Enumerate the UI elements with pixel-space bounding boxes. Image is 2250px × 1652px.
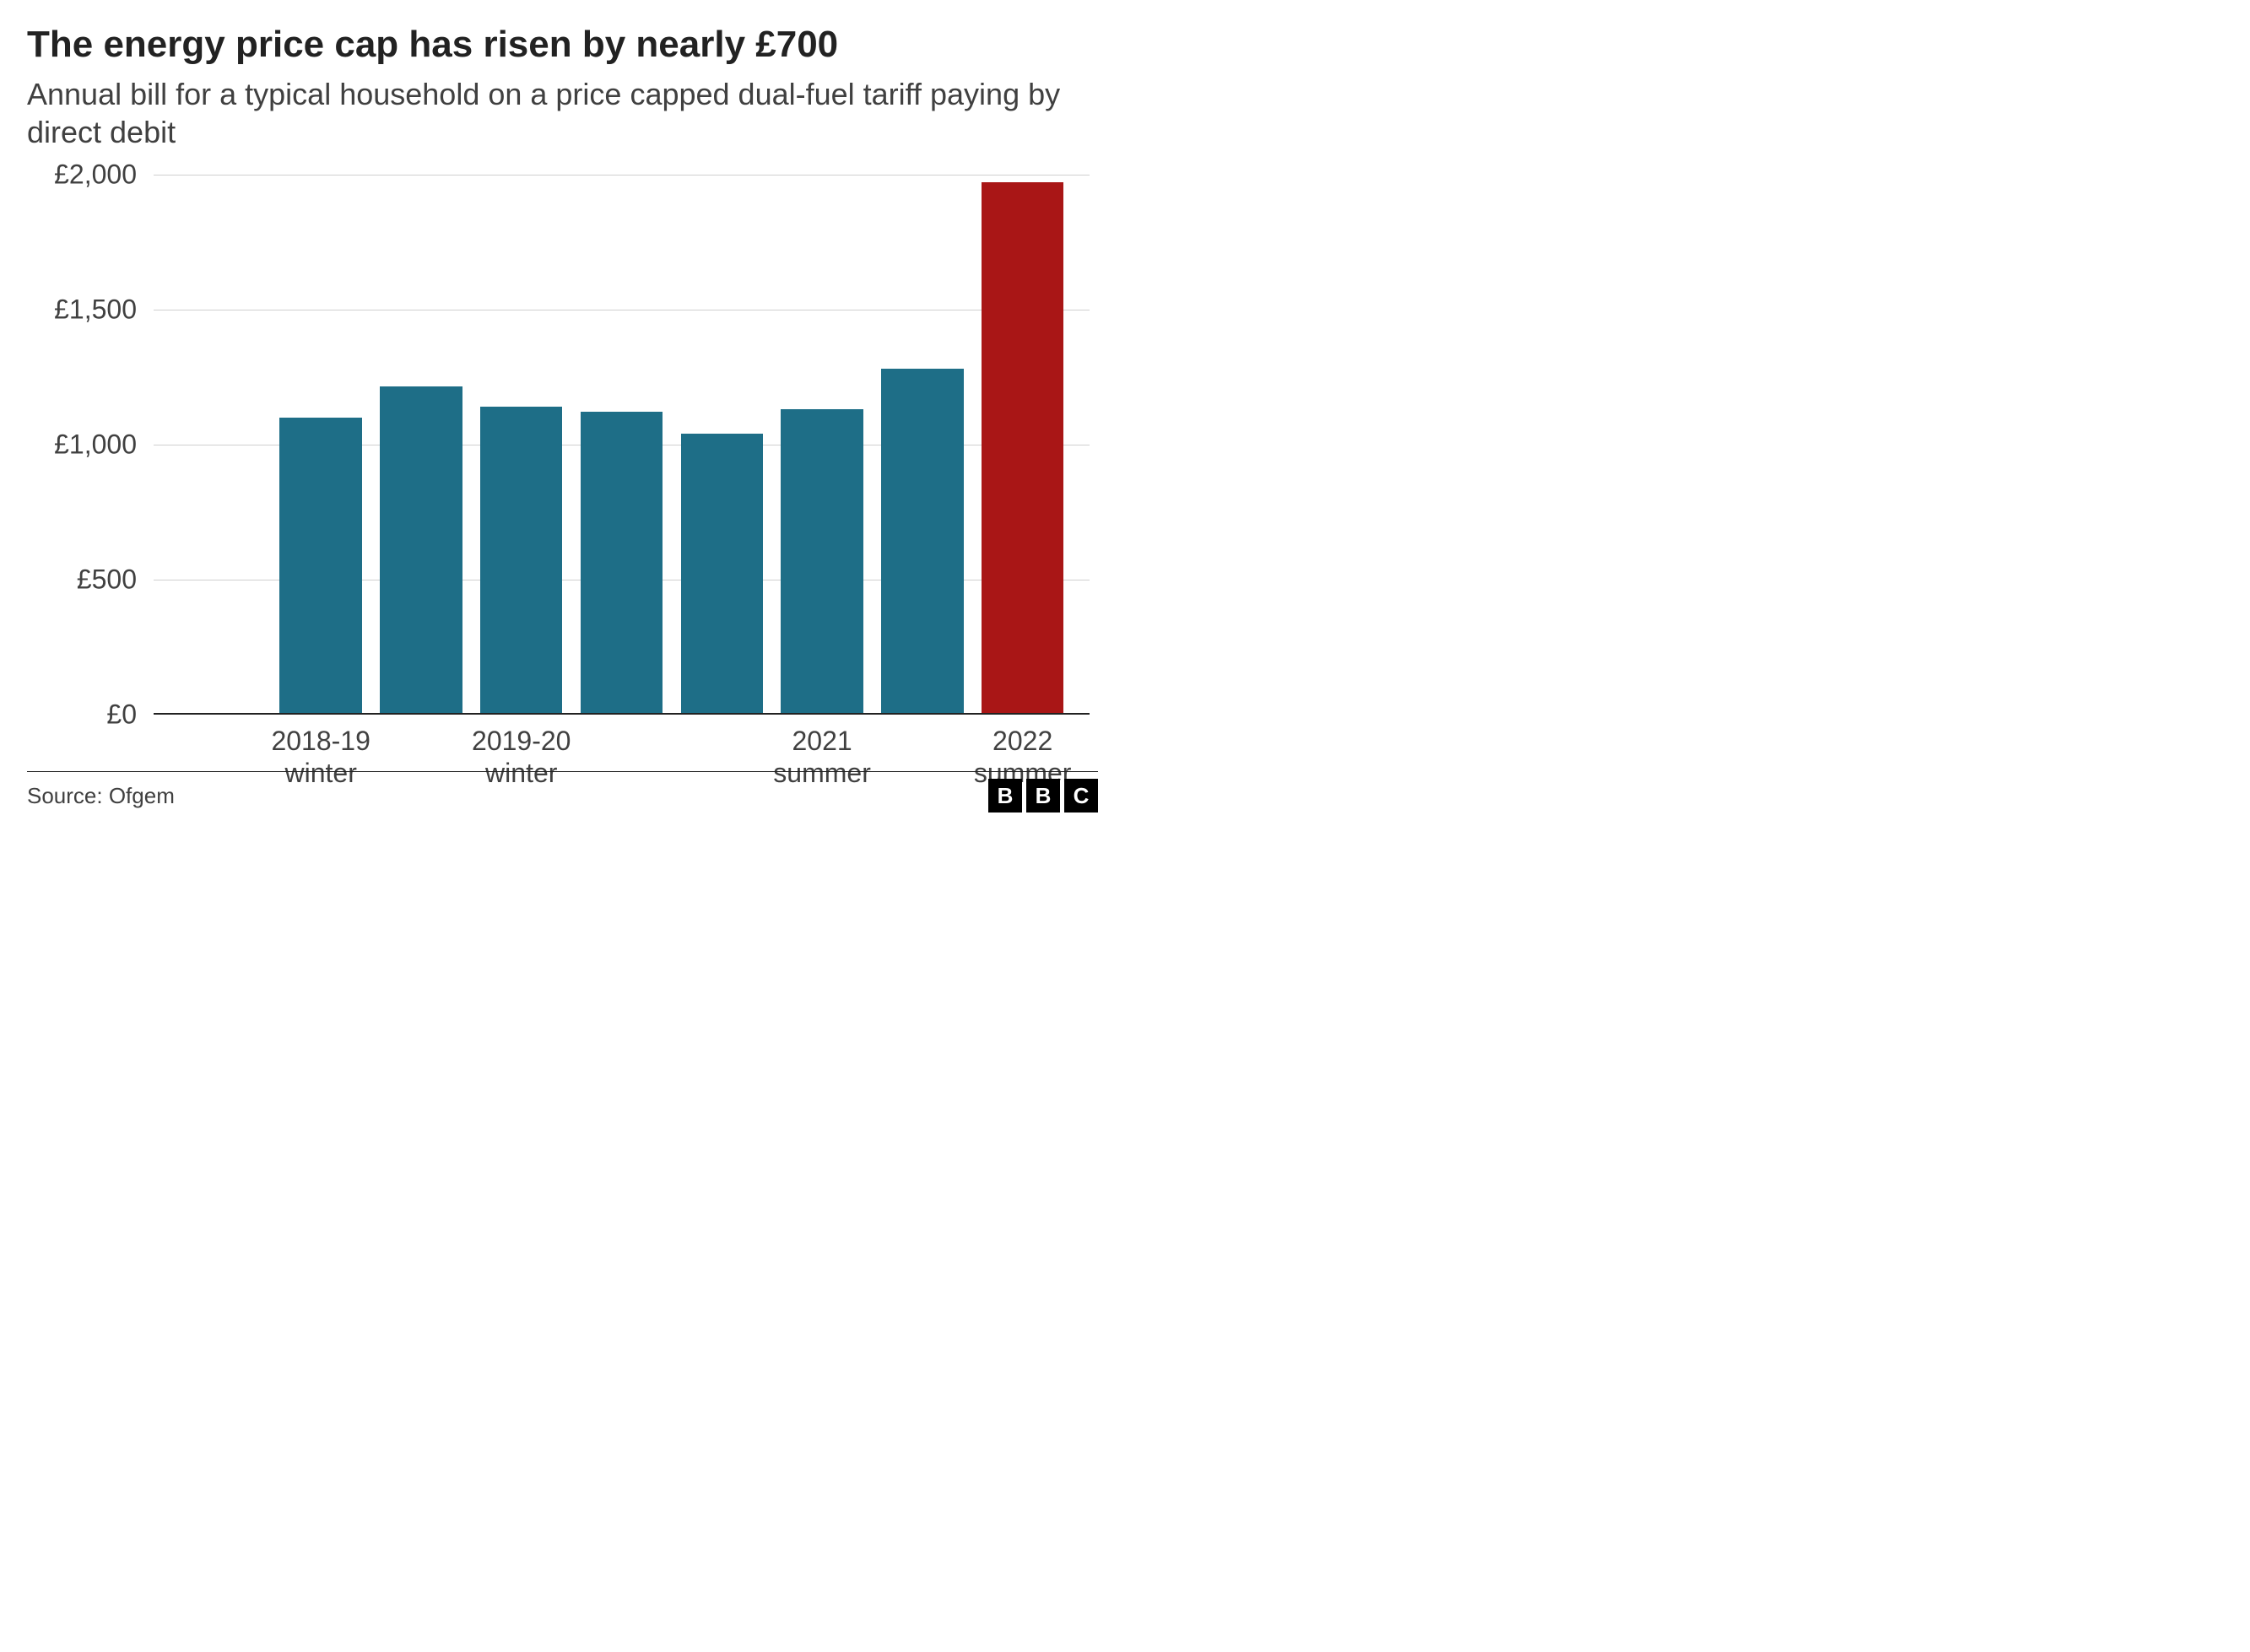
bar-slot [672,175,772,715]
bar [480,407,562,715]
bar [279,418,361,715]
chart-subtitle: Annual bill for a typical household on a… [27,75,1098,151]
bar-slot [571,175,672,715]
bar-slot [271,175,371,715]
chart-plot-area: £0£500£1,000£1,500£2,000 2018-19 winter2… [27,175,1098,715]
bar-slot [972,175,1073,715]
bar-slot [371,175,472,715]
chart-card: The energy price cap has risen by nearly… [0,0,1125,826]
bbc-logo-letter: C [1064,779,1098,813]
chart-title: The energy price cap has risen by nearly… [27,24,1098,67]
y-tick-label: £0 [106,699,137,730]
y-tick-label: £500 [77,564,137,595]
bar-slot-empty [170,175,271,715]
bbc-logo-letter: B [988,779,1022,813]
bar-slot [471,175,571,715]
bar [881,369,963,715]
x-baseline [154,713,1090,715]
y-axis: £0£500£1,000£1,500£2,000 [27,175,145,715]
plot-region [154,175,1090,715]
y-tick-label: £1,000 [54,429,137,460]
bar [781,409,863,715]
bar-slot [772,175,873,715]
bar [581,412,663,714]
bbc-logo: BBC [988,779,1098,813]
bar [681,434,763,715]
bars-group [154,175,1090,715]
bbc-logo-letter: B [1026,779,1060,813]
bar [982,182,1063,715]
chart-footer: Source: Ofgem BBC [27,771,1098,813]
y-tick-label: £2,000 [54,159,137,190]
bar [380,386,462,715]
source-label: Source: Ofgem [27,783,175,809]
y-tick-label: £1,500 [54,294,137,325]
bar-slot [872,175,972,715]
